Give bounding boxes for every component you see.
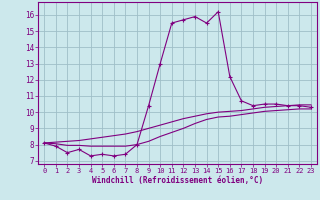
X-axis label: Windchill (Refroidissement éolien,°C): Windchill (Refroidissement éolien,°C) [92, 176, 263, 185]
